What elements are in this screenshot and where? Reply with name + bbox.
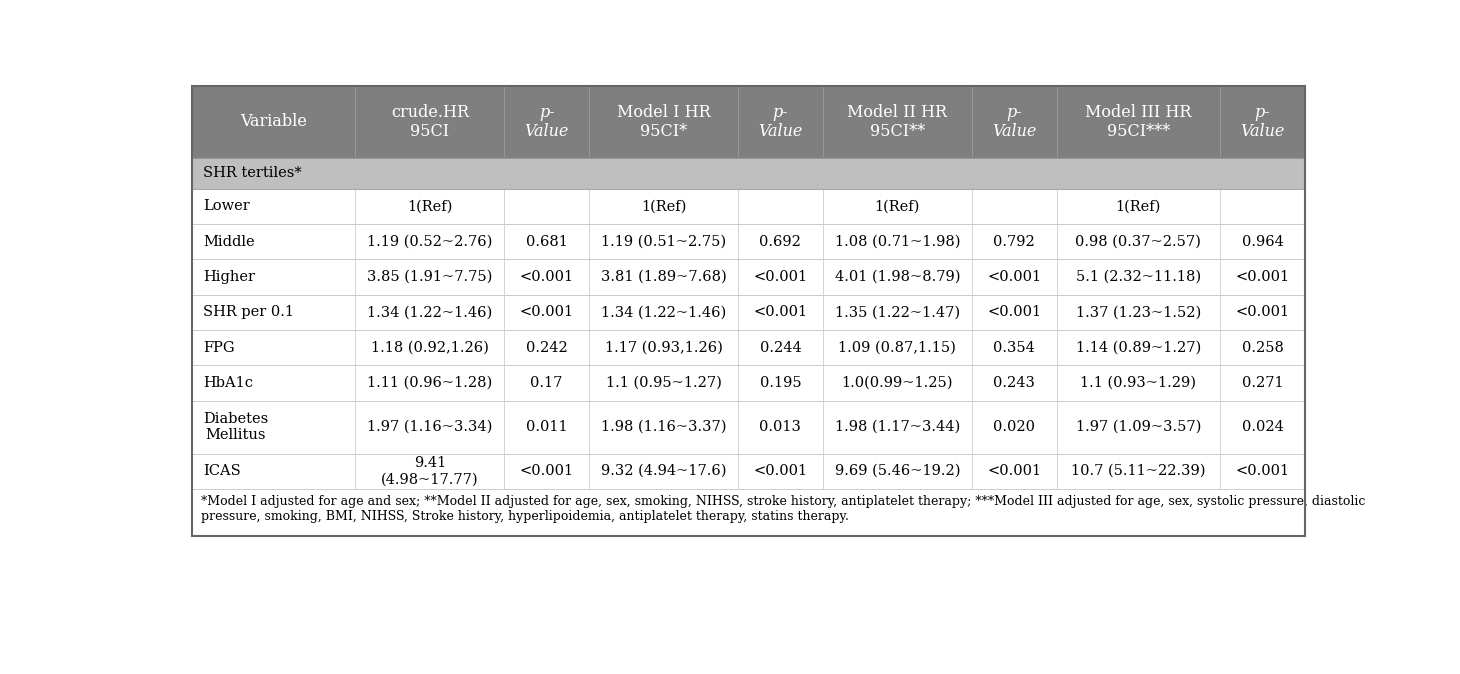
Text: p-
Value: p- Value — [758, 104, 803, 140]
Text: 9.41
(4.98~17.77): 9.41 (4.98~17.77) — [381, 456, 479, 486]
Text: SHR per 0.1: SHR per 0.1 — [203, 305, 293, 319]
Text: 1.97 (1.16~3.34): 1.97 (1.16~3.34) — [366, 420, 492, 434]
Text: 0.692: 0.692 — [759, 235, 802, 249]
Text: Middle: Middle — [203, 235, 254, 249]
Text: 3.85 (1.91~7.75): 3.85 (1.91~7.75) — [366, 270, 492, 284]
Text: 1.35 (1.22~1.47): 1.35 (1.22~1.47) — [835, 305, 959, 319]
Text: 0.242: 0.242 — [526, 340, 568, 355]
Text: 1.14 (0.89~1.27): 1.14 (0.89~1.27) — [1076, 340, 1202, 355]
Text: 0.195: 0.195 — [759, 376, 802, 390]
Text: <0.001: <0.001 — [1235, 305, 1289, 319]
Text: 1.1 (0.95~1.27): 1.1 (0.95~1.27) — [606, 376, 721, 390]
Text: 10.7 (5.11~22.39): 10.7 (5.11~22.39) — [1072, 464, 1206, 478]
Text: 0.792: 0.792 — [993, 235, 1035, 249]
Bar — [191, 454, 1305, 489]
Text: p-
Value: p- Value — [524, 104, 569, 140]
Text: 0.024: 0.024 — [1241, 420, 1283, 434]
Bar — [191, 400, 1305, 454]
Text: 1.19 (0.52~2.76): 1.19 (0.52~2.76) — [366, 235, 492, 249]
Text: 1.34 (1.22~1.46): 1.34 (1.22~1.46) — [602, 305, 726, 319]
Bar — [191, 158, 1305, 189]
Text: <0.001: <0.001 — [753, 464, 807, 478]
Text: <0.001: <0.001 — [520, 305, 574, 319]
Text: 1.98 (1.16~3.37): 1.98 (1.16~3.37) — [602, 420, 726, 434]
Bar — [191, 86, 1305, 158]
Text: <0.001: <0.001 — [987, 305, 1041, 319]
Text: 1.19 (0.51~2.75): 1.19 (0.51~2.75) — [602, 235, 726, 249]
Text: *Model I adjusted for age and sex; **Model II adjusted for age, sex, smoking, NI: *Model I adjusted for age and sex; **Mod… — [200, 495, 1365, 523]
Text: 1.18 (0.92,1.26): 1.18 (0.92,1.26) — [371, 340, 489, 355]
Text: Diabetes
Mellitus: Diabetes Mellitus — [203, 412, 269, 442]
Text: 0.271: 0.271 — [1242, 376, 1283, 390]
Text: <0.001: <0.001 — [987, 270, 1041, 284]
Text: 0.681: 0.681 — [526, 235, 568, 249]
Text: Higher: Higher — [203, 270, 256, 284]
Text: 9.69 (5.46~19.2): 9.69 (5.46~19.2) — [835, 464, 961, 478]
Text: Model II HR
95CI**: Model II HR 95CI** — [847, 104, 948, 140]
Text: FPG: FPG — [203, 340, 235, 355]
Text: Lower: Lower — [203, 200, 250, 214]
Text: 1(Ref): 1(Ref) — [407, 200, 453, 214]
Text: 1.17 (0.93,1.26): 1.17 (0.93,1.26) — [604, 340, 723, 355]
Bar — [191, 86, 1305, 536]
Text: 1.11 (0.96~1.28): 1.11 (0.96~1.28) — [366, 376, 492, 390]
Text: 1.09 (0.87,1.15): 1.09 (0.87,1.15) — [838, 340, 956, 355]
Text: p-
Value: p- Value — [991, 104, 1037, 140]
Text: 0.011: 0.011 — [526, 420, 568, 434]
Text: 1.0(0.99~1.25): 1.0(0.99~1.25) — [841, 376, 953, 390]
Text: <0.001: <0.001 — [520, 464, 574, 478]
Bar — [191, 489, 1305, 536]
Text: 0.98 (0.37~2.57): 0.98 (0.37~2.57) — [1076, 235, 1202, 249]
Text: <0.001: <0.001 — [753, 270, 807, 284]
Bar — [191, 259, 1305, 295]
Text: 9.32 (4.94~17.6): 9.32 (4.94~17.6) — [602, 464, 726, 478]
Text: HbA1c: HbA1c — [203, 376, 253, 390]
Bar — [191, 189, 1305, 224]
Text: 0.020: 0.020 — [993, 420, 1035, 434]
Text: 0.243: 0.243 — [993, 376, 1035, 390]
Text: 0.013: 0.013 — [759, 420, 802, 434]
Text: ICAS: ICAS — [203, 464, 241, 478]
Text: <0.001: <0.001 — [987, 464, 1041, 478]
Text: 0.354: 0.354 — [993, 340, 1035, 355]
Text: 1.98 (1.17~3.44): 1.98 (1.17~3.44) — [835, 420, 959, 434]
Text: p-
Value: p- Value — [1241, 104, 1285, 140]
Text: 1(Ref): 1(Ref) — [875, 200, 920, 214]
Text: 1.97 (1.09~3.57): 1.97 (1.09~3.57) — [1076, 420, 1202, 434]
Bar — [191, 330, 1305, 365]
Text: 1.08 (0.71~1.98): 1.08 (0.71~1.98) — [835, 235, 961, 249]
Text: <0.001: <0.001 — [520, 270, 574, 284]
Bar — [191, 365, 1305, 400]
Text: Model III HR
95CI***: Model III HR 95CI*** — [1085, 104, 1191, 140]
Text: 1(Ref): 1(Ref) — [641, 200, 686, 214]
Text: Variable: Variable — [239, 113, 307, 130]
Text: <0.001: <0.001 — [1235, 464, 1289, 478]
Text: 4.01 (1.98~8.79): 4.01 (1.98~8.79) — [835, 270, 961, 284]
Text: crude.HR
95CI: crude.HR 95CI — [391, 104, 469, 140]
Text: <0.001: <0.001 — [1235, 270, 1289, 284]
Text: 0.964: 0.964 — [1241, 235, 1283, 249]
Text: 3.81 (1.89~7.68): 3.81 (1.89~7.68) — [600, 270, 727, 284]
Bar — [191, 295, 1305, 330]
Text: Model I HR
95CI*: Model I HR 95CI* — [616, 104, 711, 140]
Text: 0.17: 0.17 — [530, 376, 564, 390]
Text: SHR tertiles*: SHR tertiles* — [203, 166, 302, 180]
Text: 1(Ref): 1(Ref) — [1115, 200, 1161, 214]
Text: 0.258: 0.258 — [1241, 340, 1283, 355]
Text: 0.244: 0.244 — [759, 340, 802, 355]
Text: 1.37 (1.23~1.52): 1.37 (1.23~1.52) — [1076, 305, 1202, 319]
Text: 5.1 (2.32~11.18): 5.1 (2.32~11.18) — [1076, 270, 1202, 284]
Text: 1.34 (1.22~1.46): 1.34 (1.22~1.46) — [366, 305, 492, 319]
Text: 1.1 (0.93~1.29): 1.1 (0.93~1.29) — [1080, 376, 1196, 390]
Text: <0.001: <0.001 — [753, 305, 807, 319]
Bar — [191, 224, 1305, 259]
